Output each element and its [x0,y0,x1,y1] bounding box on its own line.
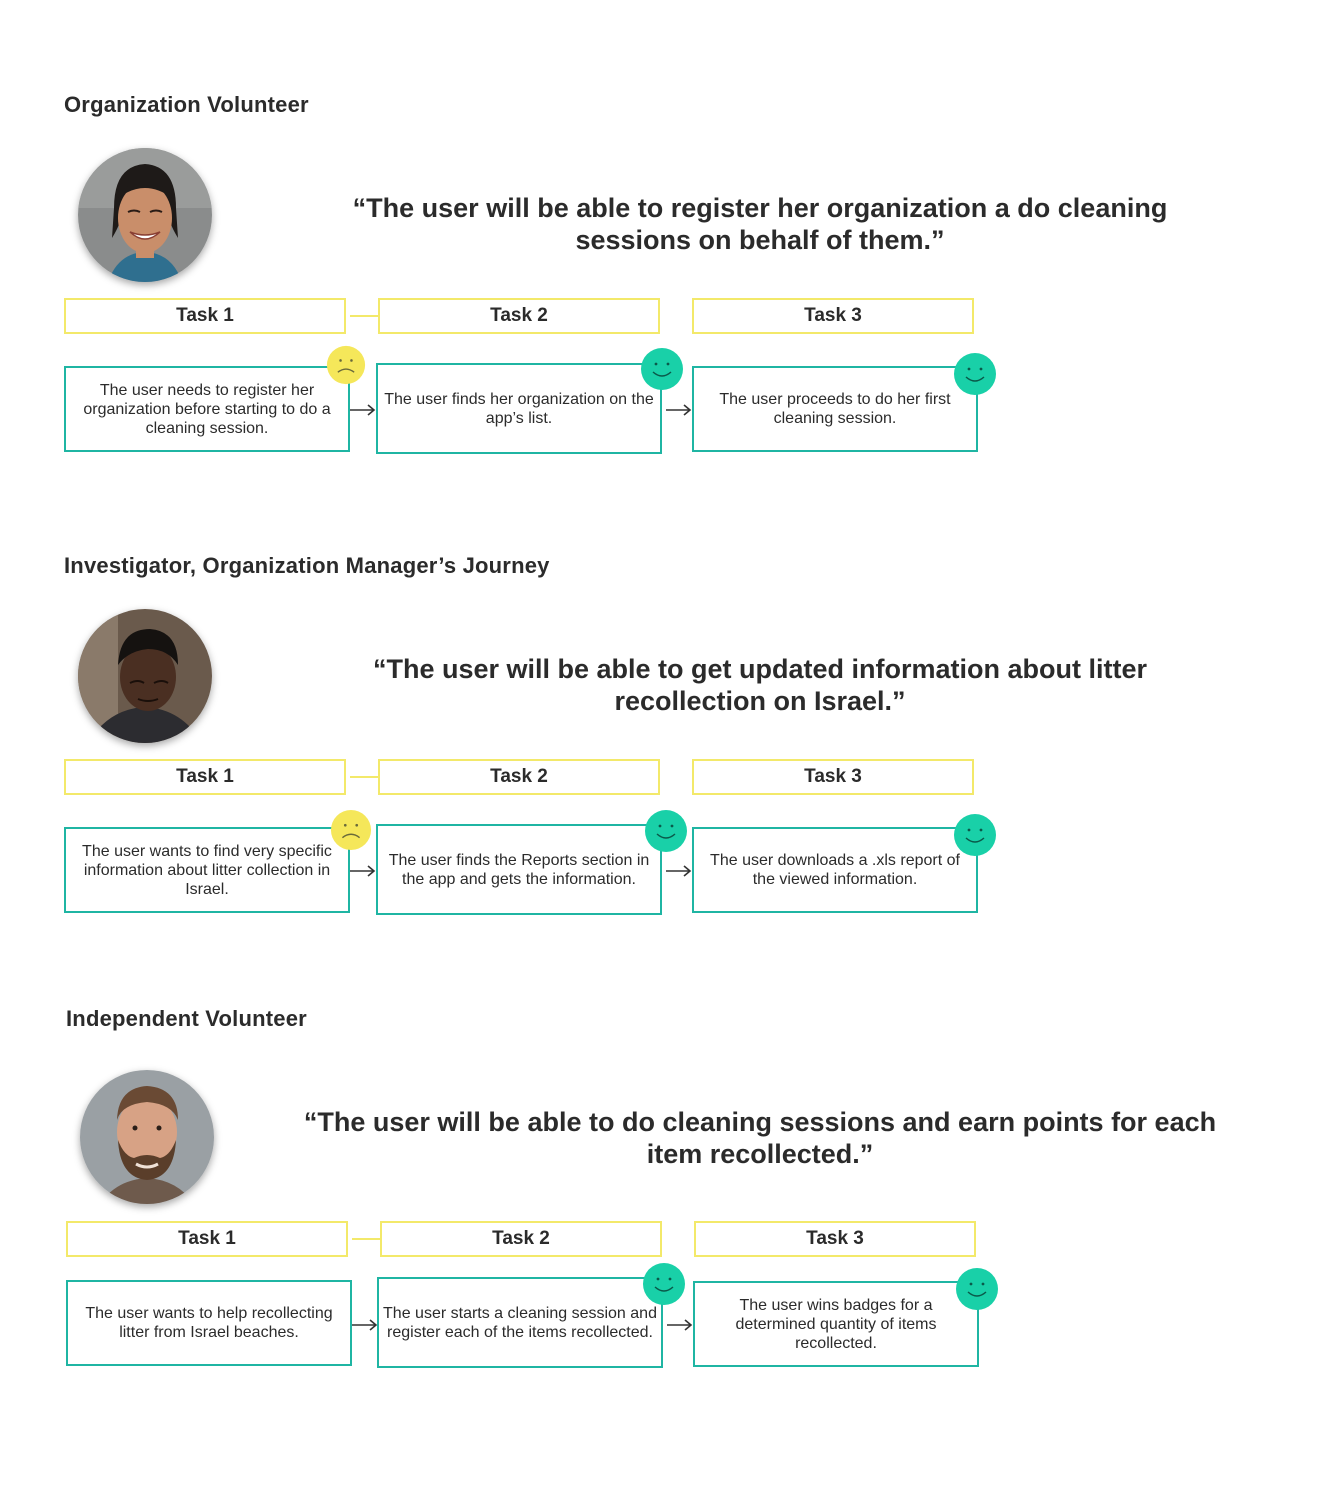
arrow-right-icon [350,404,376,416]
journey-title: Investigator, Organization Manager’s Jou… [64,553,550,578]
task-1-text: The user wants to find very specific inf… [82,842,332,898]
arrow-right-icon [666,404,692,416]
header-connector [350,776,378,778]
task-1-box: The user wants to help recollecting litt… [66,1280,352,1366]
happy-face-icon [953,352,997,396]
task-1-header: Task 1 [64,759,346,795]
task-2-text: The user finds the Reports section in th… [388,851,650,888]
task-3-header: Task 3 [692,298,974,334]
journey-title: Organization Volunteer [64,92,309,117]
journey-investigator-manager: Investigator, Organization Manager’s Jou… [0,553,1317,973]
avatar [78,148,212,282]
arrow-right-icon [667,1319,693,1331]
task-1-text: The user needs to register her organizat… [83,381,331,437]
journey-quote: “The user will be able to register her o… [352,193,1168,255]
task-2-header: Task 2 [378,759,660,795]
task-3-box: The user wins badges for a determined qu… [693,1281,979,1367]
task-3-text: The user wins badges for a determined qu… [735,1296,937,1352]
task-2-text: The user starts a cleaning session and r… [383,1304,657,1341]
journey-independent-volunteer: Independent Volunteer “The user will be … [0,1006,1317,1426]
task-3-box: The user downloads a .xls report of the … [692,827,978,913]
happy-face-icon [642,1262,686,1306]
man-portrait-dark-icon [78,609,212,743]
arrow-right-icon [350,865,376,877]
task-2-box: The user finds the Reports section in th… [376,824,662,915]
header-connector [350,315,378,317]
happy-face-icon [955,1267,999,1311]
happy-face-icon [953,813,997,857]
task-1-header: Task 1 [66,1221,348,1257]
task-1-text: The user wants to help recollecting litt… [85,1305,333,1341]
task-2-header: Task 2 [378,298,660,334]
task-3-text: The user proceeds to do her first cleani… [719,391,951,427]
task-2-header: Task 2 [380,1221,662,1257]
sad-face-icon [326,345,366,385]
journey-quote: “The user will be able to do cleaning se… [303,1107,1217,1169]
task-3-header: Task 3 [694,1221,976,1257]
task-2-text: The user finds her organization on the a… [384,390,654,427]
task-3-box: The user proceeds to do her first cleani… [692,366,978,452]
journey-organization-volunteer: Organization Volunteer “The user will be… [0,92,1317,512]
task-1-box: The user wants to find very specific inf… [64,827,350,913]
task-2-box: The user finds her organization on the a… [376,363,662,454]
task-2-box: The user starts a cleaning session and r… [377,1277,663,1368]
happy-face-icon [640,347,684,391]
avatar [78,609,212,743]
task-3-header: Task 3 [692,759,974,795]
happy-face-icon [644,809,688,853]
arrow-right-icon [666,865,692,877]
task-3-text: The user downloads a .xls report of the … [710,852,960,888]
sad-face-icon [330,809,372,851]
journey-quote: “The user will be able to get updated in… [372,654,1148,716]
woman-portrait-icon [78,148,212,282]
task-1-header: Task 1 [64,298,346,334]
arrow-right-icon [352,1319,378,1331]
journey-title: Independent Volunteer [66,1006,307,1031]
man-portrait-beard-icon [80,1070,214,1204]
header-connector [352,1238,380,1240]
task-1-box: The user needs to register her organizat… [64,366,350,452]
avatar [80,1070,214,1204]
